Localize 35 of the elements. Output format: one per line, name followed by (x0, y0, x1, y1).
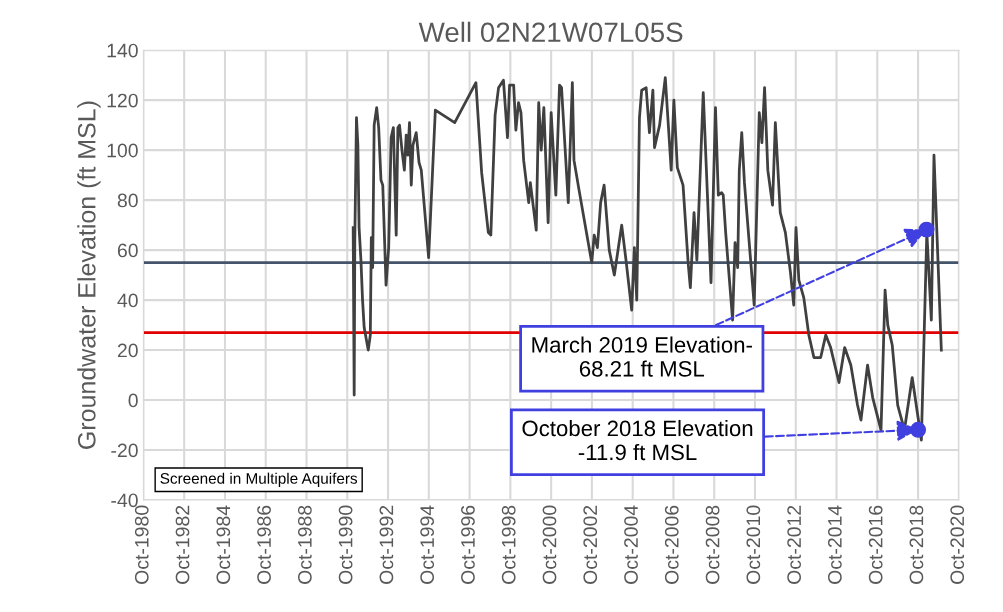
x-tick-label: Oct-1992 (379, 505, 394, 584)
y-tick-label: 80 (117, 193, 138, 208)
y-axis-title: Groundwater Elevation (ft MSL) (77, 101, 101, 449)
x-tick-label: Oct-2010 (746, 505, 761, 584)
annotation: March 2019 Elevation- 68.21 ft MSL (532, 336, 752, 377)
y-tick-label: 120 (107, 93, 138, 108)
y-tick-label: 0 (128, 393, 138, 408)
x-tick-label: Oct-1998 (501, 505, 516, 584)
x-tick-label: Oct-2012 (787, 505, 801, 584)
x-tick-label: Oct-1982 (175, 505, 190, 584)
x-tick-label: Oct-2004 (624, 505, 638, 584)
x-tick-label: Oct-2020 (950, 505, 965, 584)
y-tick-label: -20 (111, 443, 138, 458)
annotation: October 2018 Elevation -11.9 ft MSL (522, 419, 753, 461)
x-tick-label: Oct-2014 (827, 505, 842, 584)
line-series (351, 76, 943, 442)
y-tick-label: 100 (107, 143, 138, 158)
chart-title: Well 02N21W07L05S (418, 21, 683, 43)
x-tick-label: Oct-1984 (216, 505, 231, 584)
x-tick-label: Oct-1996 (461, 505, 475, 584)
x-tick-label: Oct-1990 (338, 505, 353, 584)
y-tick-label: 140 (107, 43, 138, 58)
x-tick-label: Oct-2006 (664, 505, 679, 584)
x-tick-label: Oct-2008 (705, 505, 720, 584)
y-tick-label: 60 (117, 243, 138, 258)
y-tick-label: 40 (117, 293, 138, 308)
x-tick-label: Oct-1986 (257, 505, 271, 584)
x-tick-label: Oct-1988 (297, 505, 312, 584)
x-tick-label: Oct-2002 (583, 505, 598, 584)
x-tick-label: Oct-1994 (420, 505, 435, 584)
annotation: Screened in Multiple Aquifers (160, 472, 358, 487)
x-tick-label: Oct-2018 (909, 505, 924, 584)
x-tick-label: Oct-2000 (542, 505, 557, 584)
y-tick-label: 20 (117, 343, 138, 358)
x-tick-label: Oct-2016 (868, 505, 883, 584)
